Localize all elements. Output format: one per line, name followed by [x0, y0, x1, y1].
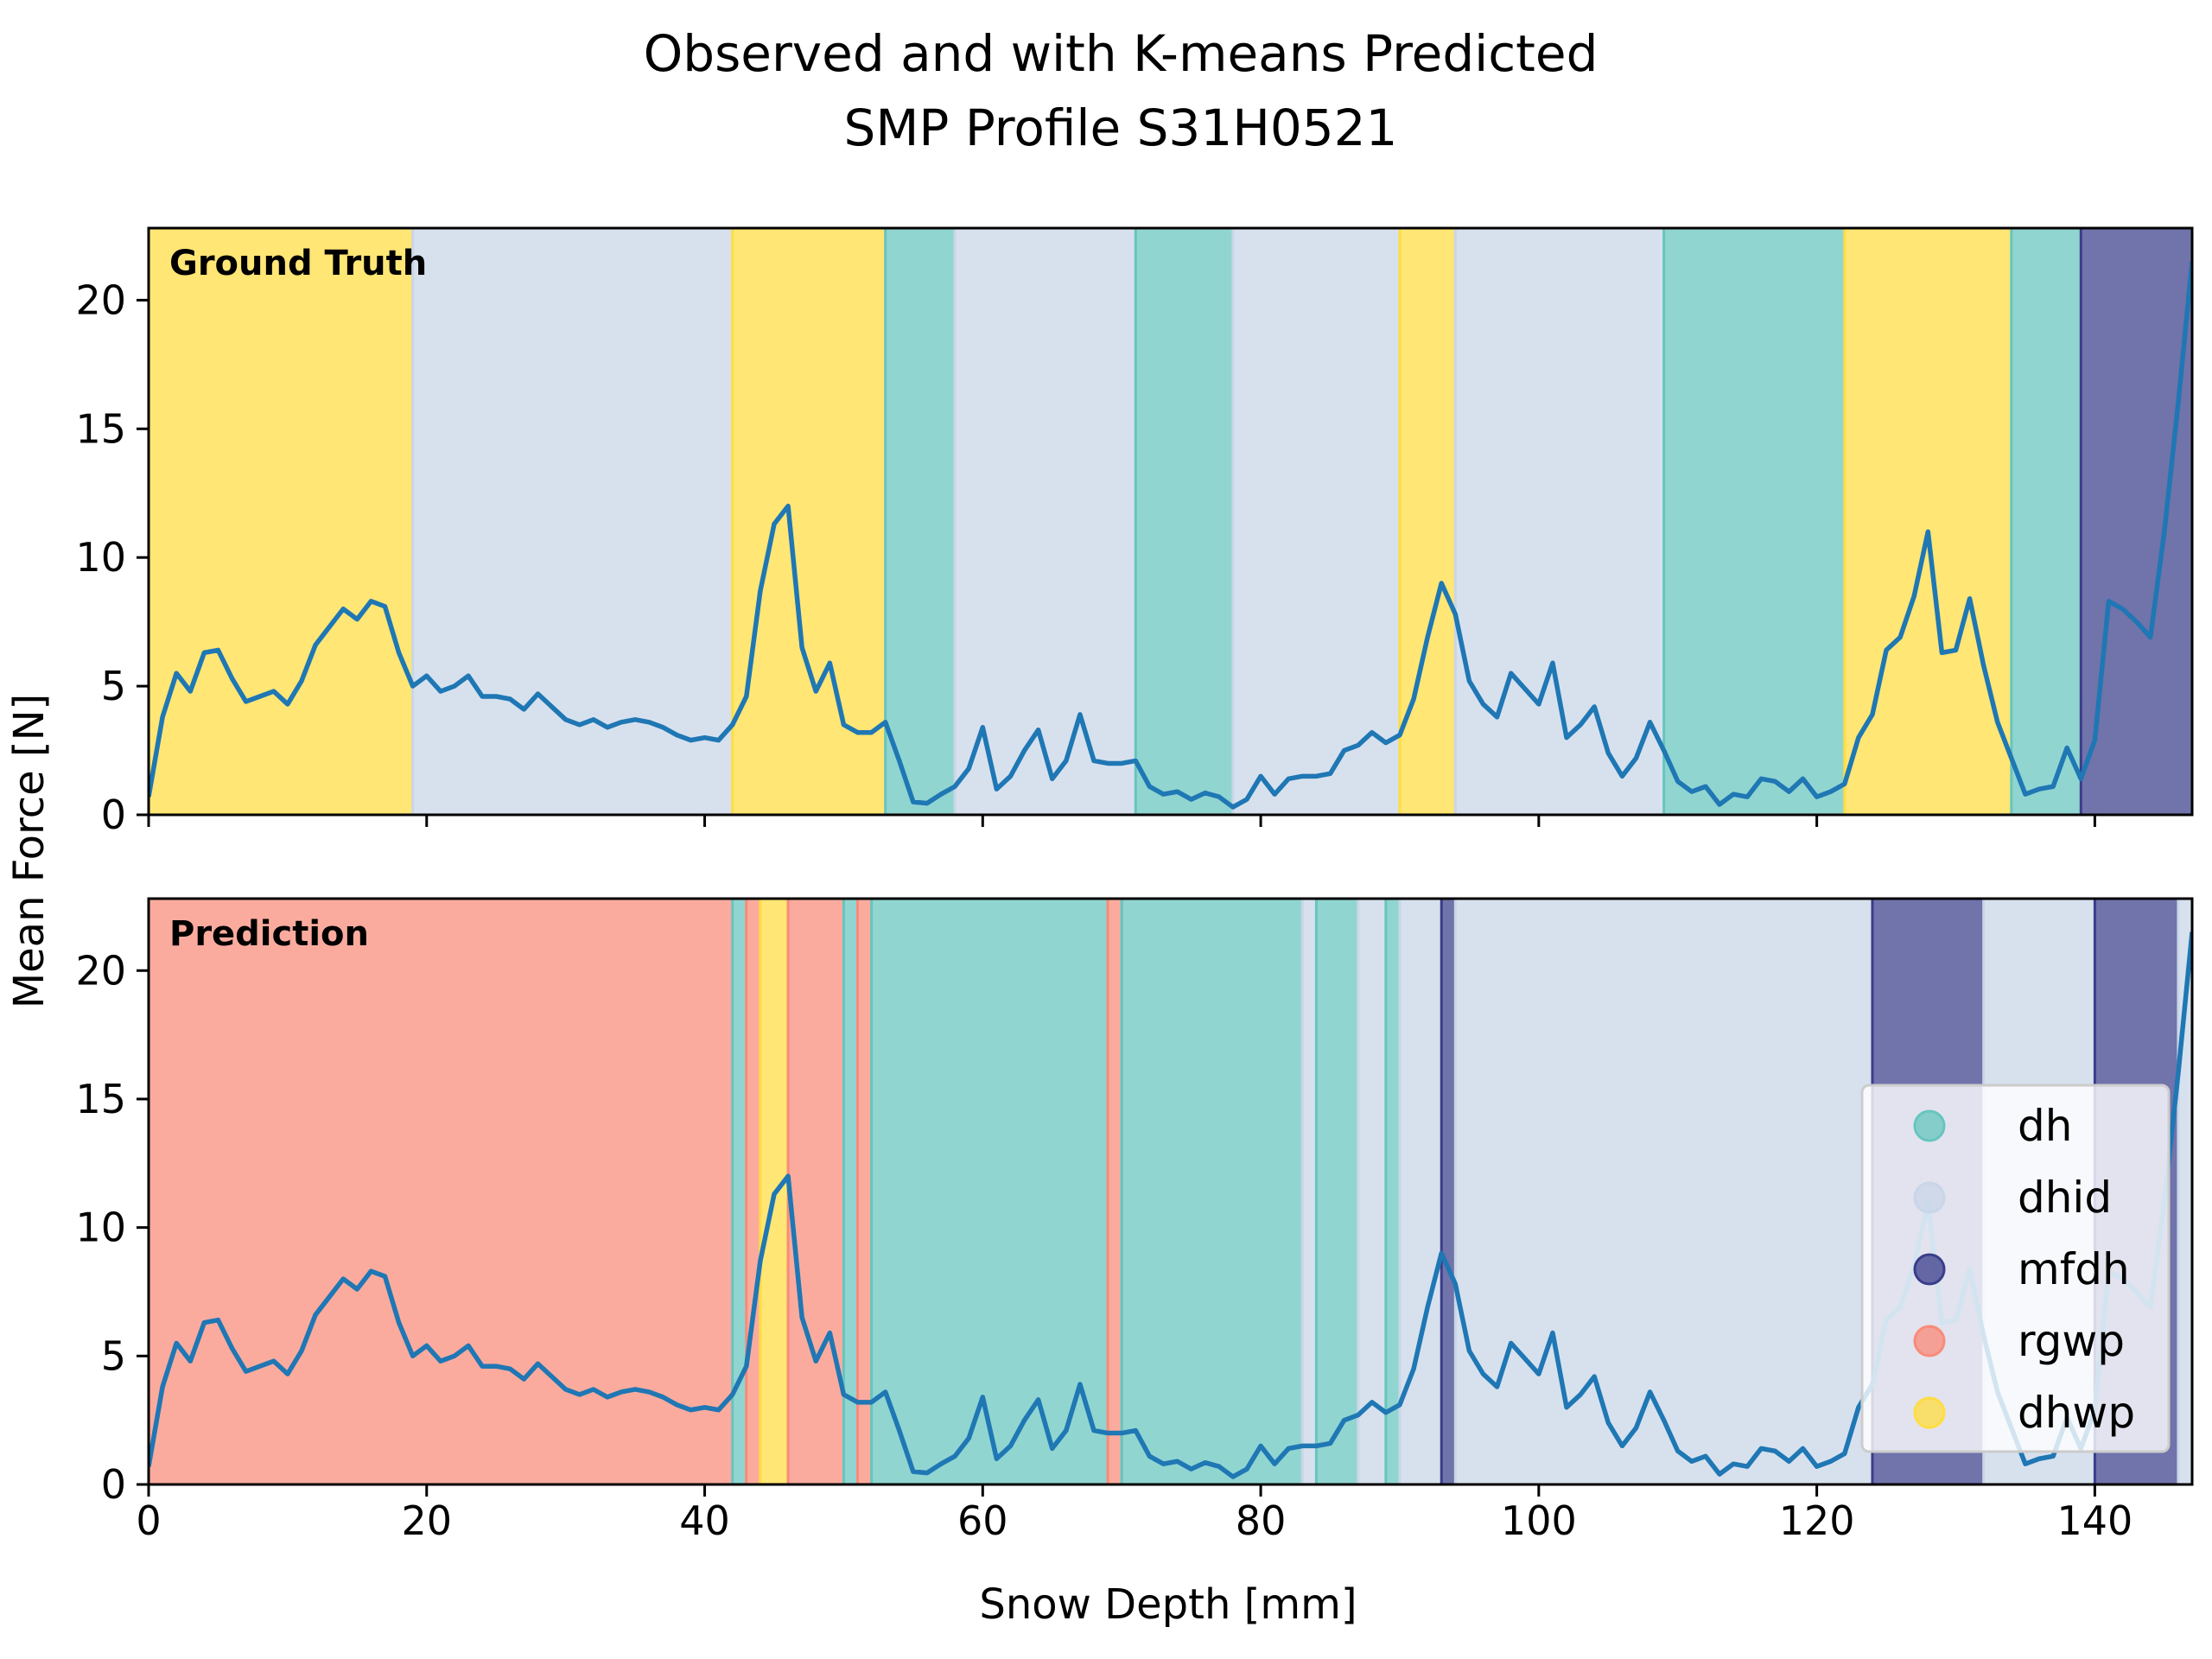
y-axis-label: Mean Force [N] [5, 694, 54, 1009]
segment-dhwp [149, 228, 413, 815]
segment-dh [1316, 899, 1358, 1484]
x-tick-label: 60 [957, 1497, 1008, 1544]
segment-dhid [1455, 899, 1872, 1484]
legend-label-rgwp: rgwp [2018, 1316, 2125, 1366]
x-tick-label: 80 [1236, 1497, 1287, 1544]
legend: dh dhid mfdh rgwp dhwp [1860, 1084, 2171, 1453]
segment-dh [1135, 228, 1233, 815]
legend-marker-rgwp [1913, 1325, 1946, 1357]
legend-label-dh: dh [2018, 1101, 2072, 1151]
y-tick-label: 10 [75, 534, 126, 581]
segment-dhid [1357, 899, 1386, 1484]
segment-dh [1122, 899, 1303, 1484]
segment-dhid [1399, 899, 1442, 1484]
x-tick-label: 120 [1779, 1497, 1855, 1544]
segment-dh [871, 899, 1109, 1484]
segment-rgwp [1108, 899, 1122, 1484]
chart-title-line-2: SMP Profile S31H0521 [844, 99, 1398, 157]
x-axis-label: Snow Depth [mm] [979, 1580, 1357, 1629]
panel-label: Ground Truth [169, 244, 427, 283]
panel-ground-truth: Ground Truth 0 5 10 15 20 [75, 226, 2194, 838]
y-tick-label: 0 [101, 791, 126, 838]
segment-dhid [955, 228, 1136, 815]
x-tick-label: 100 [1501, 1497, 1577, 1544]
y-tick-label: 5 [101, 663, 126, 709]
segment-dhwp [732, 228, 886, 815]
segment-rgwp [746, 899, 760, 1484]
force-line [149, 261, 2192, 810]
segment-dhid [1455, 228, 1664, 815]
segment-dhwp [1399, 228, 1456, 815]
segment-dhid [1302, 899, 1317, 1484]
segment-dhid [412, 228, 733, 815]
x-tick-label: 140 [2056, 1497, 2133, 1544]
x-tick-label: 0 [136, 1497, 161, 1544]
y-tick-label: 10 [75, 1205, 126, 1251]
segment-dh [732, 899, 747, 1484]
chart-title-line-1: Observed and with K-means Predicted [644, 24, 1599, 83]
segment-dhid [1232, 228, 1400, 815]
y-tick-label: 15 [75, 1076, 126, 1122]
y-tick-label: 15 [75, 405, 126, 452]
legend-marker-mfdh [1913, 1253, 1946, 1286]
axes-frame [147, 226, 2194, 817]
segment-rgwp [788, 899, 844, 1484]
legend-label-dhwp: dhwp [2018, 1388, 2135, 1438]
y-tick-label: 20 [75, 276, 126, 323]
y-tick-label: 0 [101, 1461, 126, 1508]
segment-dh [1663, 228, 1845, 815]
y-tick-label: 20 [75, 947, 126, 994]
axes-frame [147, 897, 2194, 1486]
legend-marker-dh [1913, 1109, 1946, 1142]
legend-label-dhid: dhid [2018, 1173, 2112, 1223]
segment-dh [885, 228, 956, 815]
segment-dh [2011, 228, 2082, 815]
x-axis-ticks: 0 20 40 60 80 100 120 140 [136, 1497, 2133, 1544]
segment-dh [1385, 899, 1400, 1484]
segment-dh [843, 899, 858, 1484]
x-tick-label: 20 [401, 1497, 452, 1544]
segment-dhwp [1844, 228, 2012, 815]
legend-marker-dhid [1913, 1181, 1946, 1214]
panel-label: Prediction [169, 914, 369, 954]
segment-rgwp [857, 899, 872, 1484]
segment-mfdh [1441, 899, 1456, 1484]
legend-label-mfdh: mfdh [2018, 1244, 2130, 1294]
legend-box [1860, 1084, 2171, 1453]
force-line [149, 931, 2192, 1479]
x-tick-label: 40 [679, 1497, 730, 1544]
y-tick-label: 5 [101, 1332, 126, 1379]
segment-rgwp [149, 899, 733, 1484]
legend-marker-dhwp [1913, 1396, 1946, 1429]
